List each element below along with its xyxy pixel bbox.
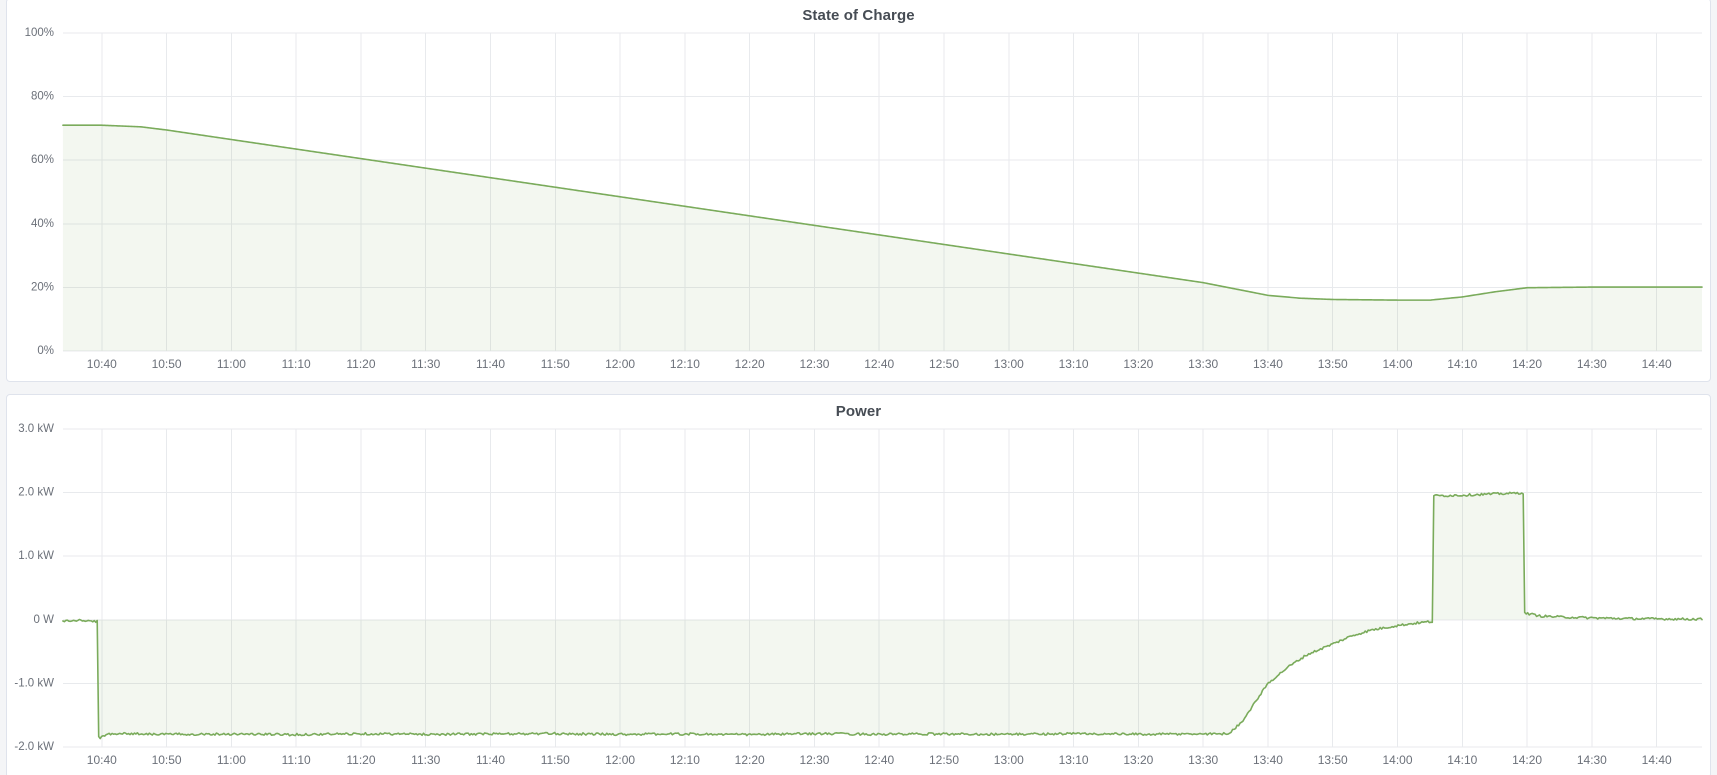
x-axis-tick-label: 13:30 [1188, 357, 1218, 371]
y-axis-tick-label: 3.0 kW [18, 423, 54, 435]
x-axis-tick-label: 12:30 [799, 357, 829, 371]
x-axis-tick-label: 12:50 [929, 357, 959, 371]
x-axis-tick-label: 10:50 [152, 753, 182, 767]
x-axis-tick-label: 12:20 [735, 753, 765, 767]
x-axis-tick-label: 13:20 [1123, 753, 1153, 767]
series-area-fill [62, 492, 1703, 739]
x-axis-tick-label: 13:20 [1123, 357, 1153, 371]
x-axis-tick-label: 13:10 [1059, 357, 1089, 371]
y-axis-tick-label: 1.0 kW [18, 550, 54, 562]
x-axis-tick-label: 13:10 [1059, 753, 1089, 767]
x-axis-tick-label: 10:40 [87, 357, 117, 371]
y-axis-tick-label: 100% [25, 27, 54, 39]
x-axis-tick-label: 11:40 [476, 357, 505, 371]
x-axis-tick-label: 14:30 [1577, 357, 1607, 371]
x-axis-tick-label: 14:20 [1512, 357, 1542, 371]
x-axis-tick-label: 14:40 [1642, 753, 1672, 767]
chart-power[interactable]: -2.0 kW -1.0 kW 0 W 1.0 kW 2.0 kW 3.0 kW 10:40… [7, 395, 1710, 775]
x-axis-tick-label: 12:50 [929, 753, 959, 767]
panel-state-of-charge: State of Charge 0% 20% 40% 60% 80% 100% 10:40 1… [6, 0, 1711, 382]
x-axis-tick-label: 12:10 [670, 357, 700, 371]
x-axis-tick-label: 13:50 [1318, 357, 1348, 371]
x-axis-tick-label: 12:40 [864, 357, 894, 371]
x-axis-tick-label: 11:10 [282, 753, 311, 767]
x-axis-tick-label: 13:40 [1253, 753, 1283, 767]
x-axis-tick-label: 12:40 [864, 753, 894, 767]
x-axis-tick-label: 12:10 [670, 753, 700, 767]
x-axis-tick-label: 14:00 [1383, 753, 1413, 767]
series-line [62, 124, 1703, 301]
x-axis-tick-label: 13:50 [1318, 753, 1348, 767]
x-axis-tick-label: 11:20 [346, 357, 375, 371]
y-axis-tick-label: 40% [31, 218, 54, 230]
y-axis-tick-label: 2.0 kW [18, 487, 54, 499]
y-axis-tick-label: -1.0 kW [14, 677, 54, 689]
chart-state-of-charge[interactable]: 0% 20% 40% 60% 80% 100% 10:40 10:50 11:00 11:10 11… [7, 0, 1710, 381]
x-axis-tick-label: 13:30 [1188, 753, 1218, 767]
x-axis-tick-label: 14:30 [1577, 753, 1607, 767]
x-axis-tick-label: 11:30 [411, 357, 440, 371]
x-axis-tick-label: 12:20 [735, 357, 765, 371]
x-axis-tick-label: 11:10 [282, 357, 311, 371]
chart-svg-state-of-charge: 0% 20% 40% 60% 80% 100% 10:40 10:50 11:00 11:10 11… [25, 27, 1703, 371]
x-axis-tick-label: 11:50 [541, 753, 570, 767]
x-axis-tick-label: 13:40 [1253, 357, 1283, 371]
y-axis-tick-label: 80% [31, 91, 54, 103]
page-title-power: Power [835, 403, 882, 420]
x-axis-tick-label: 12:30 [799, 753, 829, 767]
y-axis-tick-label: 60% [31, 154, 54, 166]
x-axis-tick-label: 11:40 [476, 753, 505, 767]
chart-svg-power: -2.0 kW -1.0 kW 0 W 1.0 kW 2.0 kW 3.0 kW 10:40… [14, 423, 1703, 767]
x-axis-tick-label: 14:00 [1383, 357, 1413, 371]
x-axis-tick-label: 10:50 [152, 357, 182, 371]
x-axis-tick-label: 11:00 [217, 357, 246, 371]
x-axis-tick-label: 11:20 [346, 753, 375, 767]
panel-power: Power -2.0 kW -1.0 kW 0 W 1.0 kW 2.0 kW 3.0 k… [6, 394, 1711, 775]
x-axis-tick-label: 14:10 [1447, 357, 1477, 371]
x-axis-tick-label: 13:00 [994, 753, 1024, 767]
x-axis-tick-label: 12:00 [605, 357, 635, 371]
y-axis-tick-label: 20% [31, 281, 54, 293]
y-axis-tick-label: 0 W [34, 614, 55, 626]
x-axis-tick-label: 13:00 [994, 357, 1024, 371]
x-axis-tick-label: 12:00 [605, 753, 635, 767]
series-line [62, 491, 1703, 740]
x-axis-tick-label: 11:00 [217, 753, 246, 767]
y-axis-tick-label: 0% [37, 345, 54, 357]
page-title-state-of-charge: State of Charge [802, 7, 915, 24]
x-axis-tick-label: 11:50 [541, 357, 570, 371]
x-axis-tick-label: 14:10 [1447, 753, 1477, 767]
x-axis-tick-label: 10:40 [87, 753, 117, 767]
x-axis-tick-label: 14:20 [1512, 753, 1542, 767]
x-axis-tick-label: 11:30 [411, 753, 440, 767]
x-axis-tick-label: 14:40 [1642, 357, 1672, 371]
series-area-fill [62, 125, 1703, 351]
y-axis-tick-label: -2.0 kW [14, 741, 54, 753]
